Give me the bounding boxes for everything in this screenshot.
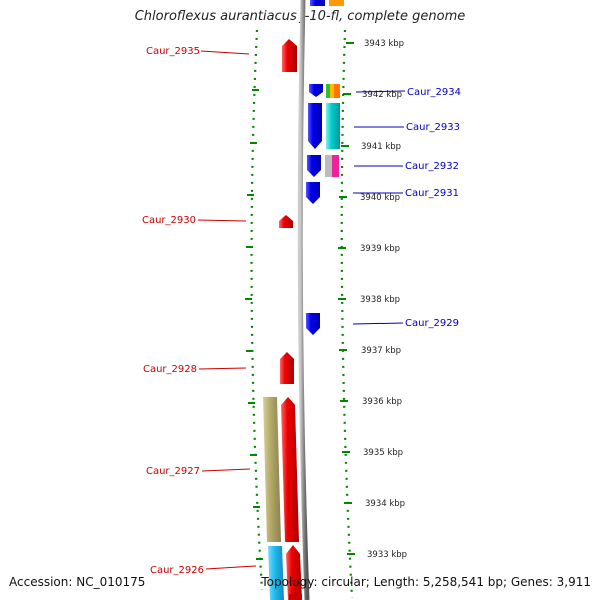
gene-label-group[interactable]: Caur_2935 [146,46,250,57]
gene-partner-caur-2934 [326,84,340,98]
gene-arrow-caur-2932[interactable] [307,155,321,177]
gene-arrow-caur-2934[interactable] [309,84,323,97]
dotted-ring-right [340,29,354,599]
gene-label-group[interactable]: Caur_2927 [146,466,251,477]
tick-label: 3938 kbp [360,295,400,305]
gene-arrow-caur-2933[interactable] [308,103,322,149]
tick-label: 3942 kbp [362,90,402,100]
gene-label-group[interactable]: Caur_2934 [355,87,461,98]
gene-labels-left: Caur_2935 Caur_2930 Caur_2928 Caur_2927 … [142,46,257,576]
gene-label-caur-2927[interactable]: Caur_2927 [146,466,200,477]
genes-forward-strand [306,0,344,335]
tick-label: 3935 kbp [363,448,403,458]
axis-tick: 3936 kbp [340,397,402,407]
tick-label: 3939 kbp [360,244,400,254]
tick-label: 3943 kbp [364,39,404,49]
gene-label-group[interactable]: Caur_2930 [142,215,247,226]
dotted-ring-left [250,29,264,591]
gene-stub-bottom [289,594,302,600]
gene-label-caur-2930[interactable]: Caur_2930 [142,215,196,226]
genes-reverse-strand [263,39,302,600]
map-title: Chloroflexus aurantiacus J-10-fl, comple… [134,9,466,24]
gene-label-group[interactable]: Caur_2932 [354,161,459,172]
axis-ticks: 3943 kbp 3942 kbp 3941 kbp 3940 kbp 3939… [338,39,407,560]
axis-tick: 3938 kbp [338,295,400,305]
gene-label-caur-2935[interactable]: Caur_2935 [146,46,200,57]
tick-label: 3934 kbp [365,499,405,509]
tick-label: 3933 kbp [367,550,407,560]
gene-block-caur-2927-partner[interactable] [263,397,281,542]
tick-label: 3937 kbp [361,346,401,356]
left-ticks [245,89,263,560]
gene-label-group[interactable]: Caur_2931 [353,188,459,199]
axis-tick: 3934 kbp [344,499,405,509]
gene-label-group[interactable]: Caur_2928 [143,364,247,375]
axis-tick: 3940 kbp [339,193,400,203]
gene-labels-right: Caur_2934 Caur_2933 Caur_2932 Caur_2931 … [352,87,461,329]
accession-label: Accession: NC_010175 [9,575,146,589]
axis-tick: 3937 kbp [339,346,401,356]
gene-stub-top-blue [310,0,325,6]
gene-partner-caur-2932 [325,155,339,177]
gene-label-caur-2931[interactable]: Caur_2931 [405,188,459,199]
gene-label-group[interactable]: Caur_2926 [150,565,257,576]
gene-label-caur-2933[interactable]: Caur_2933 [406,122,460,133]
axis-tick: 3935 kbp [342,448,403,458]
gene-block-caur-2926-partner[interactable] [268,546,284,600]
gene-arrow-caur-2927[interactable] [281,397,299,542]
gene-arrow-caur-2929[interactable] [306,313,320,335]
gene-label-caur-2929[interactable]: Caur_2929 [405,318,459,329]
gene-arrow-caur-2935[interactable] [282,39,297,72]
axis-tick: 3941 kbp [341,142,401,152]
gene-stub-top-orange [329,0,344,6]
gene-label-caur-2932[interactable]: Caur_2932 [405,161,459,172]
gene-label-caur-2928[interactable]: Caur_2928 [143,364,197,375]
gene-arrow-caur-2928[interactable] [280,352,294,384]
topology-summary: Topology: circular; Length: 5,258,541 bp… [261,575,591,589]
genome-backbone [297,0,310,600]
axis-tick: 3933 kbp [347,550,407,560]
gene-arrow-caur-2931[interactable] [306,182,320,204]
tick-label: 3940 kbp [360,193,400,203]
axis-tick: 3942 kbp [343,90,402,100]
axis-tick: 3943 kbp [346,39,404,49]
gene-arrow-caur-2930[interactable] [279,215,293,228]
gene-partner-caur-2933 [326,103,340,149]
gene-label-group[interactable]: Caur_2929 [352,318,459,329]
gene-arrow-caur-2926[interactable] [286,545,302,600]
tick-label: 3936 kbp [362,397,402,407]
axis-tick: 3939 kbp [338,244,400,254]
gene-label-caur-2926[interactable]: Caur_2926 [150,565,204,576]
tick-label: 3941 kbp [361,142,401,152]
gene-label-group[interactable]: Caur_2933 [354,122,460,133]
gene-label-caur-2934[interactable]: Caur_2934 [407,87,461,98]
